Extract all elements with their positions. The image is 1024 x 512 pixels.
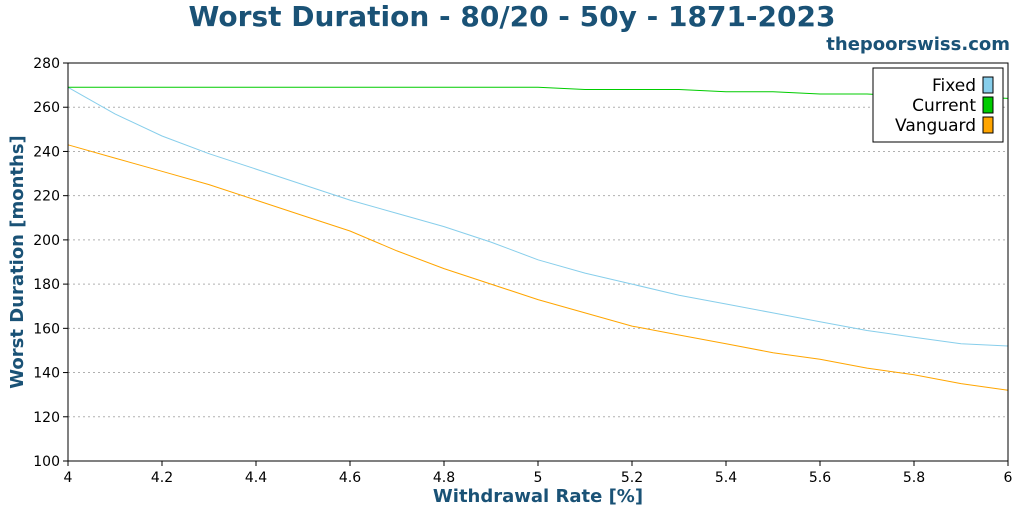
x-tick-label: 4.4	[245, 470, 267, 486]
y-tick-label: 220	[33, 189, 60, 205]
y-tick-label: 120	[33, 410, 60, 426]
y-tick-label: 280	[33, 56, 60, 72]
plot-frame	[67, 62, 1009, 462]
series-lines	[67, 86, 1009, 391]
chart-title: Worst Duration - 80/20 - 50y - 1871-2023	[188, 0, 836, 33]
legend-label-current: Current	[912, 96, 976, 116]
y-axis-label: Worst Duration [months]	[7, 135, 28, 389]
legend-label-vanguard: Vanguard	[895, 116, 976, 136]
y-tick-label: 160	[33, 321, 60, 337]
legend-swatch-vanguard	[982, 116, 994, 134]
x-tick-label: 4.2	[151, 470, 173, 486]
x-tick-label: 5	[534, 470, 543, 486]
x-tick-label: 5.2	[621, 470, 643, 486]
series-line-current	[68, 86, 1009, 99]
x-tick-label: 5.8	[903, 470, 925, 486]
y-tick-label: 180	[33, 277, 60, 293]
x-tick-label: 6	[1004, 470, 1013, 486]
x-tick-label: 5.4	[715, 470, 737, 486]
legend-label-fixed: Fixed	[932, 76, 976, 96]
y-tick-label: 140	[33, 366, 60, 382]
x-tick-label: 4	[64, 470, 73, 486]
y-tick-label: 100	[33, 454, 60, 470]
y-tick-label: 260	[33, 100, 60, 116]
x-tick-label: 4.8	[433, 470, 455, 486]
series-line-vanguard	[67, 144, 1009, 391]
x-axis-label: Withdrawal Rate [%]	[433, 486, 643, 507]
grid-lines	[68, 106, 1008, 418]
y-tick-label: 200	[33, 233, 60, 249]
legend-swatch-fixed	[982, 76, 994, 94]
x-tick-label: 5.6	[809, 470, 831, 486]
axis-ticks: 100 120 140 160 180 200 220 240 260 280 4 4.2 4.4 4.6…	[33, 56, 1012, 486]
legend-swatch-current	[982, 96, 994, 114]
y-tick-label: 240	[33, 144, 60, 160]
site-watermark: thepoorswiss.com	[826, 34, 1010, 55]
series-line-fixed	[67, 86, 1009, 347]
legend-box	[872, 67, 1004, 143]
x-tick-label: 4.6	[339, 470, 361, 486]
